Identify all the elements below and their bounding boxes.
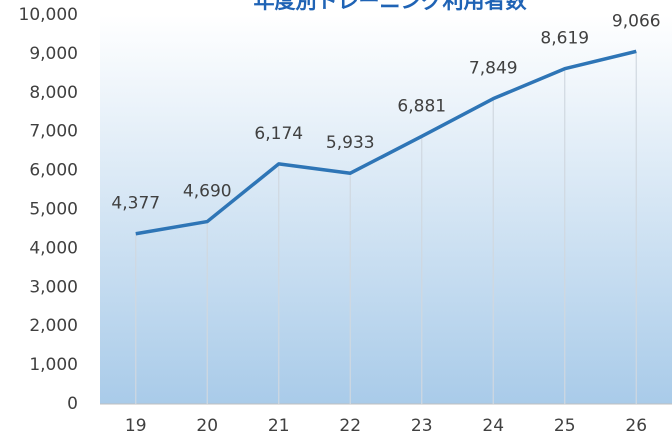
plot-area <box>100 15 672 404</box>
y-tick-label: 2,000 <box>29 316 78 336</box>
x-tick-label: 23 <box>411 416 433 436</box>
y-tick-label: 0 <box>67 394 78 414</box>
y-tick-label: 6,000 <box>29 161 78 181</box>
y-tick-label: 10,000 <box>19 5 78 25</box>
y-tick-label: 5,000 <box>29 200 78 220</box>
x-tick-label: 21 <box>268 416 290 436</box>
y-tick-label: 4,000 <box>29 238 78 258</box>
data-label: 6,881 <box>397 96 446 116</box>
data-label: 6,174 <box>254 124 303 144</box>
x-tick-label: 19 <box>125 416 147 436</box>
data-label: 4,690 <box>183 182 232 202</box>
y-tick-label: 1,000 <box>29 355 78 375</box>
x-tick-label: 26 <box>625 416 647 436</box>
data-line <box>135 49 637 236</box>
y-tick-label: 3,000 <box>29 277 78 297</box>
x-tick-label: 22 <box>339 416 361 436</box>
data-label: 5,933 <box>326 133 375 153</box>
x-tick-label: 25 <box>554 416 576 436</box>
data-label: 9,066 <box>612 11 661 31</box>
x-tick-label: 20 <box>196 416 218 436</box>
y-tick-label: 8,000 <box>29 83 78 103</box>
chart-title: 年度別トレーニング利用者数 <box>254 0 528 13</box>
y-tick-label: 9,000 <box>29 44 78 64</box>
data-label: 8,619 <box>540 29 589 49</box>
x-tick-label: 24 <box>482 416 504 436</box>
y-tick-label: 7,000 <box>29 122 78 142</box>
data-label: 4,377 <box>111 194 160 214</box>
data-label: 7,849 <box>469 59 518 79</box>
